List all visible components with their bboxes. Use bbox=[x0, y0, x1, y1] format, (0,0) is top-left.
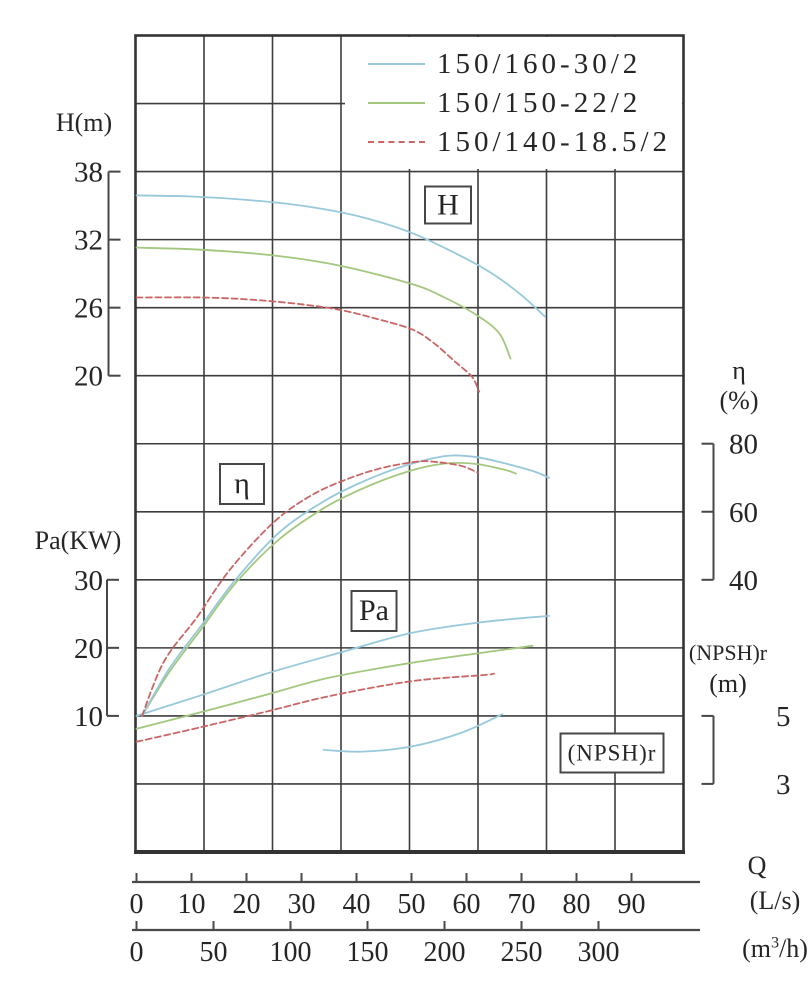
q-ls-axis-tick-label: 0 bbox=[130, 889, 144, 920]
npsh-axis-tick-label: 5 bbox=[776, 701, 791, 733]
legend-item-150-140: 150/140-18.5/2 bbox=[345, 127, 682, 157]
h-axis-title: H(m) bbox=[55, 108, 113, 137]
legend-item-150-150: 150/150-22/2 bbox=[345, 88, 682, 118]
q-ls-unit: (L/s) bbox=[749, 886, 801, 915]
npsh-curve-label-box: (NPSH)r bbox=[559, 732, 665, 774]
pa-axis-title: Pa(KW) bbox=[34, 526, 122, 555]
q-ls-axis-tick-label: 50 bbox=[398, 889, 426, 920]
eta-axis-unit: (%) bbox=[719, 386, 759, 415]
legend-item-150-160: 150/160-30/2 bbox=[345, 49, 682, 79]
curve-eta-150/150-22/2 bbox=[141, 461, 517, 717]
h-axis-tick-label: 38 bbox=[74, 157, 103, 189]
eta-axis-tick-label: 60 bbox=[729, 497, 758, 529]
legend: 150/160-30/2 150/150-22/2 150/140-18.5/2 bbox=[345, 37, 682, 169]
q-ls-axis-tick-label: 30 bbox=[288, 889, 316, 920]
q-ls-axis-tick-label: 80 bbox=[563, 889, 591, 920]
eta-axis-tick-label: 80 bbox=[729, 429, 758, 461]
pa-axis-tick-label: 30 bbox=[74, 565, 103, 597]
pa-axis-tick-label: 10 bbox=[74, 701, 103, 733]
q-m3h-axis-tick-label: 100 bbox=[270, 937, 312, 968]
q-ls-axis-tick-label: 90 bbox=[618, 889, 646, 920]
eta-axis-tick-label: 40 bbox=[729, 565, 758, 597]
q-m3h-unit: (m3/h) bbox=[742, 934, 808, 963]
legend-label: 150/150-22/2 bbox=[437, 86, 642, 119]
q-m3h-axis-tick-label: 150 bbox=[347, 937, 389, 968]
q-m3h-axis-tick-label: 200 bbox=[424, 937, 466, 968]
pa-axis-tick-label: 20 bbox=[74, 633, 103, 665]
curve-H-150/150-22/2 bbox=[135, 246, 512, 360]
legend-label: 150/160-30/2 bbox=[437, 47, 642, 80]
pa-curve-label-box: Pa bbox=[350, 590, 398, 632]
curve-Pa-150/150-22/2 bbox=[135, 644, 534, 730]
h-axis-tick-label: 26 bbox=[74, 293, 103, 325]
h-axis-tick-label: 32 bbox=[74, 225, 103, 257]
q-axis-title: Q bbox=[747, 851, 767, 880]
q-m3h-axis-tick-label: 0 bbox=[130, 937, 144, 968]
curve-Pa-150/160-30/2 bbox=[135, 615, 550, 717]
npsh-axis-title: (NPSH)r bbox=[688, 640, 768, 665]
q-ls-axis-tick-label: 60 bbox=[453, 889, 481, 920]
q-ls-axis-tick-label: 20 bbox=[233, 889, 261, 920]
npsh-axis-unit: (m) bbox=[709, 669, 747, 698]
eta-curve-label-box: η bbox=[219, 463, 265, 505]
q-m3h-axis-tick-label: 50 bbox=[200, 937, 228, 968]
legend-line-green-icon bbox=[368, 102, 425, 104]
curve-H-150/160-30/2 bbox=[135, 194, 546, 318]
q-m3h-axis-tick-label: 250 bbox=[501, 937, 543, 968]
legend-label: 150/140-18.5/2 bbox=[437, 125, 672, 158]
curve-Pa-150/140-18.5/2 bbox=[135, 672, 495, 743]
q-ls-axis-tick-label: 10 bbox=[178, 889, 206, 920]
q-m3h-axis-tick-label: 300 bbox=[578, 937, 620, 968]
curve-npsh-150/160-30/2 bbox=[322, 713, 504, 753]
legend-line-blue-icon bbox=[368, 63, 425, 65]
h-axis-tick-label: 20 bbox=[74, 361, 103, 393]
curve-H-150/140-18.5/2 bbox=[135, 296, 480, 393]
legend-line-red-icon bbox=[368, 141, 425, 143]
q-ls-axis-tick-label: 40 bbox=[343, 889, 371, 920]
q-ls-axis-tick-label: 70 bbox=[508, 889, 536, 920]
curve-eta-150/160-30/2 bbox=[141, 454, 550, 717]
h-curve-label-box: H bbox=[424, 185, 472, 225]
curve-eta-150/140-18.5/2 bbox=[141, 460, 479, 717]
eta-axis-title: η bbox=[732, 356, 746, 385]
npsh-axis-tick-label: 3 bbox=[776, 769, 791, 801]
